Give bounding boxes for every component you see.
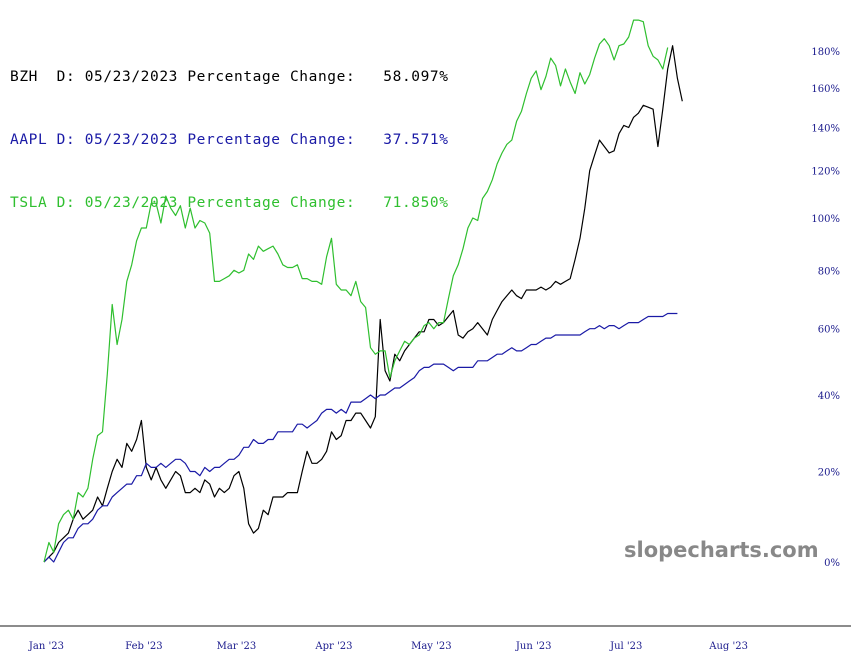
y-tick-label: 140%: [811, 124, 840, 135]
legend: BZH D: 05/23/2023 Percentage Change: 58.…: [10, 25, 449, 256]
legend-label: Percentage Change:: [187, 69, 356, 85]
legend-label: Percentage Change:: [187, 195, 356, 211]
x-tick-label: May '23: [411, 641, 452, 652]
x-tick-label: Jul '23: [609, 641, 642, 652]
legend-ticker: BZH: [10, 69, 38, 85]
series-line-tsla: [43, 19, 669, 563]
series-line-aapl: [43, 312, 678, 563]
legend-value: 37.571%: [383, 132, 449, 148]
x-tick-label: Jan '23: [28, 641, 64, 652]
x-tick-label: Jun '23: [515, 641, 552, 652]
y-axis: 0% 20% 40% 60% 80% 100% 120% 140% 160% 180%: [811, 47, 840, 569]
legend-ticker: AAPL: [10, 132, 48, 148]
x-tick-label: Mar '23: [217, 641, 257, 652]
y-tick-label: 0%: [824, 558, 840, 569]
legend-timeframe: D:: [56, 132, 76, 148]
y-tick-label: 100%: [811, 214, 840, 225]
legend-row-bzh: BZH D: 05/23/2023 Percentage Change: 58.…: [10, 67, 449, 88]
y-tick-label: 120%: [811, 167, 840, 178]
legend-label: Percentage Change:: [187, 132, 356, 148]
legend-date: 05/23/2023: [84, 69, 178, 85]
series-line-bzh: [43, 45, 683, 563]
x-tick-label: Feb '23: [125, 641, 162, 652]
legend-row-aapl: AAPL D: 05/23/2023 Percentage Change: 37…: [10, 130, 449, 151]
legend-timeframe: D:: [56, 195, 76, 211]
legend-date: 05/23/2023: [84, 132, 178, 148]
y-tick-label: 60%: [818, 325, 840, 336]
x-tick-label: Apr '23: [314, 641, 352, 652]
legend-row-tsla: TSLA D: 05/23/2023 Percentage Change: 71…: [10, 193, 449, 214]
legend-timeframe: D:: [56, 69, 76, 85]
watermark: slopecharts.com: [624, 538, 819, 562]
y-tick-label: 80%: [818, 266, 840, 277]
legend-date: 05/23/2023: [84, 195, 178, 211]
series-layer: [43, 19, 683, 563]
legend-value: 58.097%: [383, 69, 449, 85]
y-tick-label: 40%: [818, 391, 840, 402]
y-tick-label: 160%: [811, 84, 840, 95]
y-tick-label: 180%: [811, 47, 840, 58]
x-tick-label: Aug '23: [708, 641, 748, 652]
y-tick-label: 20%: [818, 468, 840, 479]
legend-ticker: TSLA: [10, 195, 48, 211]
x-axis: Jan '23 Feb '23 Mar '23 Apr '23 May '23 Jun '…: [0, 625, 851, 652]
legend-value: 71.850%: [383, 195, 449, 211]
